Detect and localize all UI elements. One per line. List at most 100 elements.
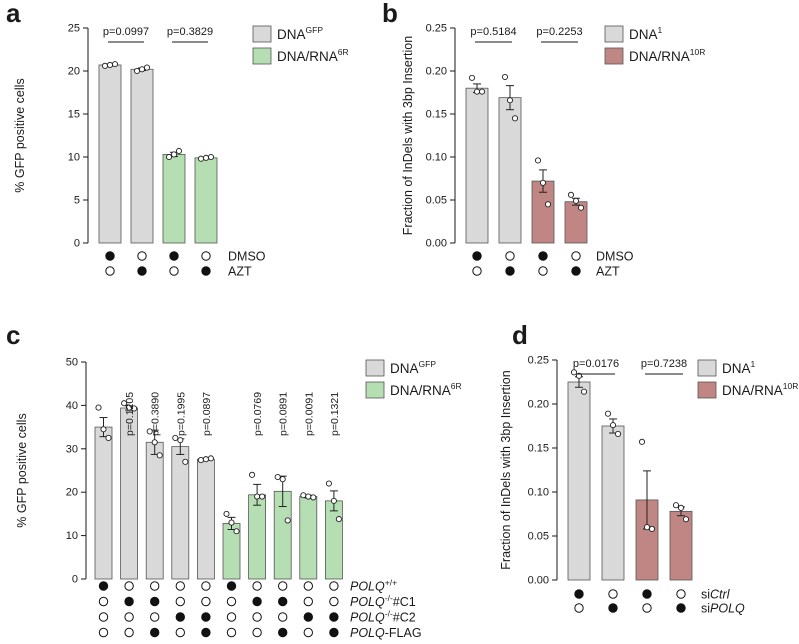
bar (465, 87, 489, 244)
condition-marker (150, 627, 160, 638)
y-tick-label: 0.20 (426, 66, 447, 78)
data-point (310, 494, 317, 501)
y-tick-label: 0.15 (426, 109, 447, 121)
condition-marker (642, 603, 652, 613)
p-value-label: p=0.0891 (278, 392, 290, 436)
data-point (202, 154, 210, 161)
condition-label: POLQ-/-#C1 (350, 593, 416, 609)
condition-marker (329, 612, 339, 622)
y-tick-label: 0.15 (528, 443, 549, 455)
bar (130, 68, 154, 244)
data-point (259, 493, 266, 500)
y-tick-label: 50 (66, 357, 78, 369)
p-value-label: p=0.2253 (536, 26, 582, 38)
condition-label: POLQ+/+ (350, 578, 397, 594)
condition-marker (175, 612, 186, 622)
condition-marker (175, 581, 186, 591)
legend-swatch (252, 25, 272, 43)
legend-swatch (252, 47, 272, 65)
y-axis-label: Fraction of InDels with 3bp Insertion (401, 36, 415, 235)
data-point (111, 61, 119, 68)
data-point (330, 497, 337, 504)
bar (194, 157, 218, 244)
condition-marker (98, 596, 109, 607)
p-value-label: p=0.0997 (103, 26, 149, 38)
data-point (473, 88, 481, 95)
data-point (572, 197, 580, 204)
condition-marker (124, 612, 134, 622)
condition-marker (105, 266, 115, 276)
data-point (197, 457, 204, 464)
condition-marker (303, 612, 313, 622)
condition-marker (98, 627, 109, 638)
legend-label: DNA/RNA6R (277, 47, 349, 64)
condition-marker (538, 266, 548, 276)
condition-marker (124, 627, 134, 638)
panel-c: c 0 10 20 30 40 50 % GFP positive cells p=0.1205… (6, 320, 462, 640)
condition-marker (472, 266, 482, 276)
condition-marker (608, 589, 618, 599)
bar (98, 64, 122, 244)
data-point (575, 372, 583, 379)
panel-letter: c (6, 320, 20, 350)
condition-marker (201, 627, 211, 638)
condition-marker (124, 596, 134, 607)
data-point (170, 151, 178, 158)
data-point (672, 502, 680, 509)
condition-label: siPOLQ (701, 602, 745, 616)
p-value-label: p=0.1205 (124, 392, 136, 436)
condition-marker (571, 266, 581, 276)
condition-marker (278, 581, 288, 591)
condition-marker (98, 581, 109, 591)
condition-label: siCtrl (701, 588, 731, 602)
data-point (121, 400, 128, 407)
data-point (534, 157, 542, 164)
data-point (325, 480, 332, 487)
data-point (468, 74, 476, 81)
condition-marker (201, 251, 211, 261)
data-point (207, 455, 214, 462)
data-point (101, 62, 109, 69)
panel-d: d 0.00 0.05 0.10 0.15 0.20 0.25 Fraction of InD… (499, 320, 798, 616)
data-point (223, 510, 230, 517)
y-tick-label: 20 (68, 66, 80, 78)
condition-marker (201, 612, 211, 622)
bar (171, 446, 190, 580)
condition-label: POLQ-/-#C2 (350, 609, 416, 625)
y-tick-label: 0 (74, 238, 80, 250)
data-point (143, 64, 151, 71)
condition-marker (137, 266, 147, 276)
panel-letter: d (512, 320, 528, 350)
legend-label: DNAGFP (277, 25, 323, 42)
condition-marker (278, 627, 288, 638)
condition-marker (571, 251, 581, 261)
condition-label: DMSO (228, 250, 266, 264)
data-point (146, 428, 153, 435)
legend-swatch (604, 25, 624, 43)
data-point (254, 493, 261, 500)
y-tick-label: 0.10 (426, 152, 447, 164)
legend-label: DNA/RNA10R (722, 381, 798, 398)
legend-swatch (697, 359, 717, 377)
data-point (95, 404, 102, 411)
condition-marker (201, 266, 211, 276)
condition-marker (278, 596, 288, 607)
data-point (131, 405, 138, 412)
bar (601, 425, 625, 581)
y-tick-label: 0.10 (528, 487, 549, 499)
data-point (233, 528, 240, 535)
condition-marker (574, 589, 584, 599)
condition-marker (150, 596, 160, 607)
legend-swatch (604, 47, 624, 65)
condition-marker (538, 251, 548, 261)
y-tick-label: 0.05 (426, 195, 447, 207)
data-point (682, 516, 690, 523)
p-value-label: p=0.3890 (150, 392, 162, 436)
condition-marker (303, 627, 313, 638)
data-point (300, 492, 307, 499)
condition-label: AZT (596, 265, 620, 279)
data-point (228, 519, 235, 526)
condition-marker (137, 251, 147, 261)
y-tick-label: 5 (74, 195, 80, 207)
y-tick-label: 0.00 (426, 238, 447, 250)
